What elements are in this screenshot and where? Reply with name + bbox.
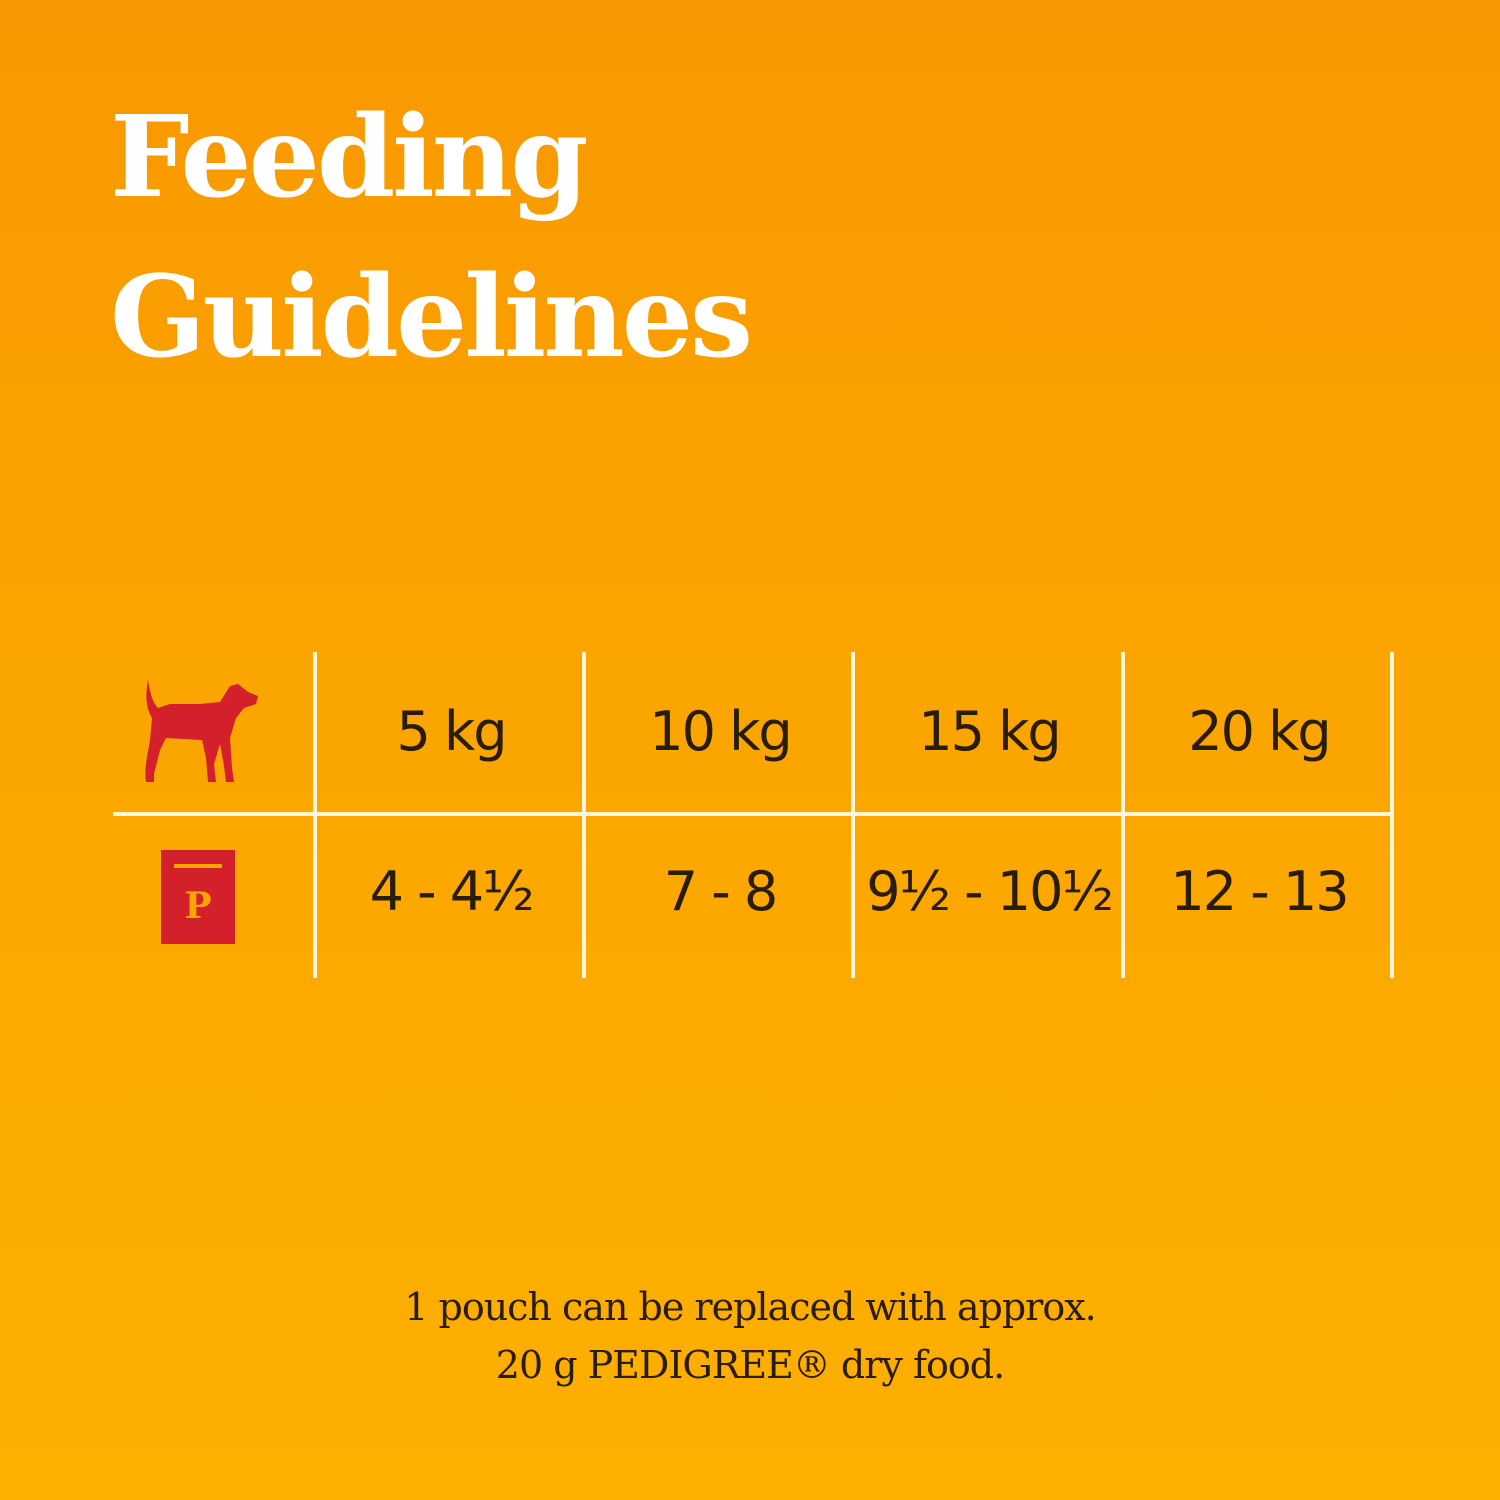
pouches-10kg: 7 - 8	[663, 860, 779, 923]
note-line-1: 1 pouch can be replaced with approx.	[404, 1285, 1096, 1329]
note-line-2: 20 g PEDIGREE® dry food.	[495, 1343, 1005, 1387]
replacement-note: 1 pouch can be replaced with approx. 20 …	[0, 1278, 1500, 1394]
svg-text:P: P	[184, 885, 211, 927]
pouches-5kg: 4 - 4½	[369, 860, 535, 923]
title-line-1: Feeding	[110, 92, 589, 223]
pouch-icon: P	[161, 850, 235, 944]
pouches-20kg: 12 - 13	[1170, 860, 1349, 923]
table-row-divider	[113, 812, 1394, 816]
weight-20kg: 20 kg	[1188, 700, 1331, 763]
pouches-15kg: 9½ - 10½	[866, 860, 1114, 923]
title-line-2: Guidelines	[110, 252, 753, 383]
page-title: Feeding Guidelines	[110, 78, 753, 398]
weight-5kg: 5 kg	[396, 700, 507, 763]
dog-icon	[145, 680, 258, 782]
weight-15kg: 15 kg	[918, 700, 1061, 763]
weight-10kg: 10 kg	[649, 700, 792, 763]
